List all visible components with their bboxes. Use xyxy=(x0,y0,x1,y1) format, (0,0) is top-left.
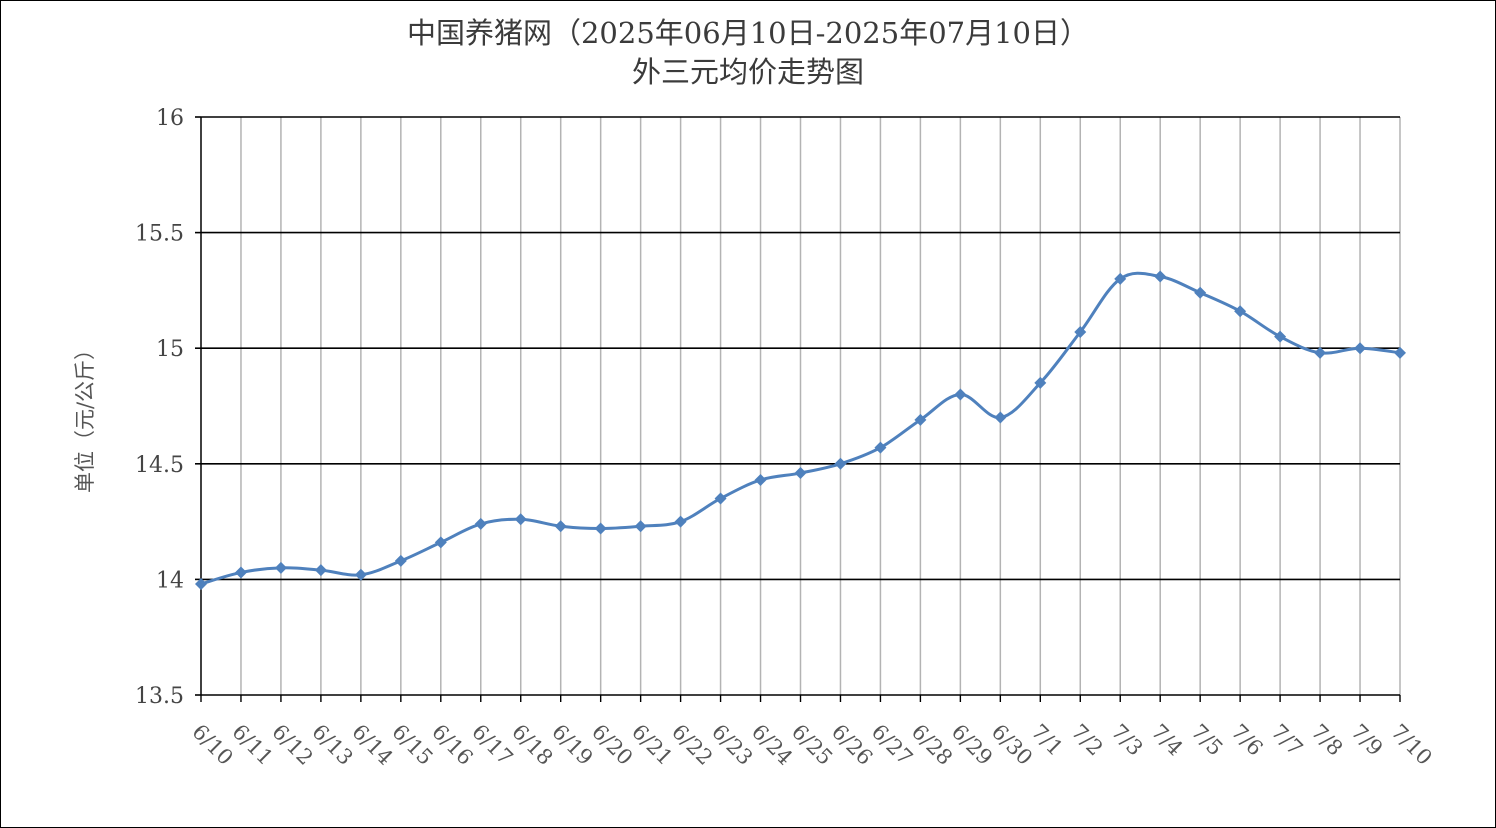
data-point-marker xyxy=(514,513,527,526)
data-point-marker xyxy=(1074,326,1087,339)
x-tick-label: 7/6 xyxy=(1227,720,1268,761)
x-tick-label: 7/5 xyxy=(1187,720,1228,761)
data-point-marker xyxy=(1274,330,1287,343)
x-tick-label: 7/7 xyxy=(1267,720,1308,761)
data-point-marker xyxy=(1314,346,1327,359)
y-tick-label: 15.5 xyxy=(135,222,184,247)
x-tick-label: 6/10 xyxy=(187,720,237,770)
x-tick-label: 6/29 xyxy=(947,720,997,770)
y-tick-label: 15 xyxy=(156,337,184,362)
x-tick-label: 7/10 xyxy=(1386,720,1436,770)
data-point-marker xyxy=(594,522,607,535)
data-point-marker xyxy=(554,520,567,533)
data-point-marker xyxy=(1234,305,1247,318)
y-axis-title: 单位（元/公斤） xyxy=(73,339,97,493)
data-point-marker xyxy=(394,554,407,567)
data-point-marker xyxy=(674,515,687,528)
y-tick-label: 14.5 xyxy=(135,453,184,478)
data-point-marker xyxy=(714,492,727,505)
data-point-marker xyxy=(1194,286,1207,299)
data-point-marker xyxy=(634,520,647,533)
x-tick-label: 6/17 xyxy=(467,720,517,770)
data-point-marker xyxy=(274,561,287,574)
x-tick-label: 6/22 xyxy=(667,720,717,770)
data-point-marker xyxy=(1114,272,1127,285)
x-tick-label: 7/8 xyxy=(1307,720,1348,761)
data-point-marker xyxy=(1034,376,1047,389)
data-point-marker xyxy=(1354,342,1367,355)
x-tick-label: 7/9 xyxy=(1346,720,1387,761)
chart-title: 中国养猪网（2025年06月10日-2025年07月10日） 外三元均价走势图 xyxy=(0,14,1496,92)
x-tick-label: 6/18 xyxy=(507,720,557,770)
x-tick-label: 6/16 xyxy=(427,720,477,770)
data-point-marker xyxy=(954,388,967,401)
data-point-marker xyxy=(474,517,487,530)
x-tick-label: 6/19 xyxy=(547,720,597,770)
y-tick-label: 16 xyxy=(156,106,184,131)
x-tick-label: 7/3 xyxy=(1107,720,1148,761)
data-point-marker xyxy=(195,578,207,591)
data-point-marker xyxy=(434,536,447,549)
x-tick-label: 6/20 xyxy=(587,720,637,770)
data-point-marker xyxy=(754,473,767,486)
data-point-marker xyxy=(914,413,927,426)
y-tick-label: 13.5 xyxy=(135,684,184,709)
data-point-marker xyxy=(874,441,887,454)
x-tick-label: 6/27 xyxy=(867,720,917,770)
x-tick-label: 6/26 xyxy=(827,720,877,770)
data-point-marker xyxy=(354,568,367,581)
data-point-marker xyxy=(314,564,327,577)
data-point-marker xyxy=(794,467,807,480)
x-tick-label: 6/14 xyxy=(347,720,397,770)
data-point-marker xyxy=(994,411,1007,424)
x-tick-label: 6/24 xyxy=(747,720,797,770)
x-tick-label: 6/23 xyxy=(707,720,757,770)
x-tick-label: 6/11 xyxy=(227,720,277,770)
chart-title-line1: 中国养猪网（2025年06月10日-2025年07月10日） xyxy=(406,16,1089,50)
data-point-marker xyxy=(834,457,847,470)
x-tick-label: 7/4 xyxy=(1147,720,1188,761)
x-tick-label: 6/25 xyxy=(787,720,837,770)
chart-title-line2: 外三元均价走势图 xyxy=(631,55,864,89)
x-tick-label: 6/21 xyxy=(627,720,677,770)
x-tick-label: 6/30 xyxy=(987,720,1037,770)
x-tick-label: 6/15 xyxy=(387,720,437,770)
x-tick-label: 6/28 xyxy=(907,720,957,770)
data-point-marker xyxy=(234,566,247,579)
data-point-marker xyxy=(1154,270,1167,283)
y-tick-label: 14 xyxy=(156,568,184,593)
x-tick-label: 7/2 xyxy=(1067,720,1108,761)
x-tick-label: 6/12 xyxy=(267,720,317,770)
x-tick-label: 6/13 xyxy=(307,720,357,770)
data-point-marker xyxy=(1394,346,1406,359)
